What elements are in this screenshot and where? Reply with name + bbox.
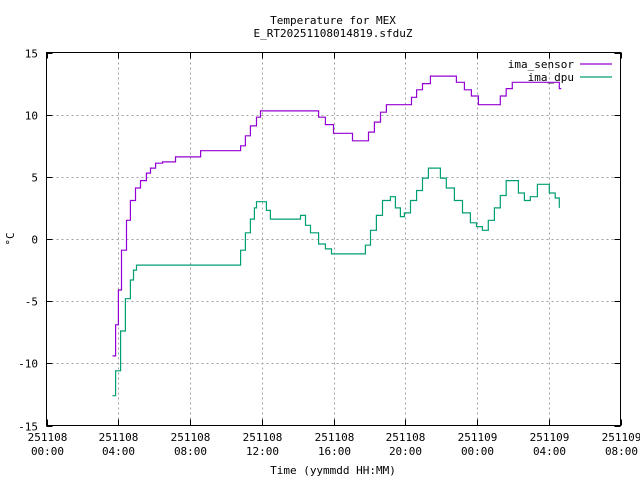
x-tick-label-date: 251108 [315, 431, 355, 444]
x-tick-label-time: 08:00 [174, 445, 207, 458]
x-tick-label-date: 251109 [530, 431, 570, 444]
legend-label: ima_sensor [508, 58, 575, 71]
legend-label: ima_dpu [528, 71, 574, 84]
y-tick-label: -5 [25, 296, 38, 309]
x-axis-label: Time (yymmdd HH:MM) [270, 464, 396, 477]
x-tick-label-date: 251108 [99, 431, 139, 444]
x-tick-label-date: 251108 [386, 431, 426, 444]
chart-subtitle: E_RT20251108014819.sfduZ [254, 27, 413, 40]
series-line-ima-sensor [112, 75, 562, 357]
y-tick-label: 0 [31, 234, 38, 247]
y-tick-label: 5 [31, 172, 38, 185]
x-tick-label-time: 20:00 [389, 445, 422, 458]
x-tick-label-date: 251108 [243, 431, 283, 444]
y-tick-label: -10 [18, 358, 38, 371]
x-tick-label-time: 00:00 [461, 445, 494, 458]
series-line-ima-dpu [112, 167, 560, 397]
y-tick-label: -15 [18, 421, 38, 434]
x-tick-label-time: 16:00 [318, 445, 351, 458]
x-tick-label-date: 251109 [458, 431, 498, 444]
y-tick-label: 15 [25, 48, 38, 61]
x-tick-label-date: 251108 [28, 431, 68, 444]
x-tick-label-date: 251108 [171, 431, 211, 444]
plot-frame [46, 52, 621, 426]
x-tick-label-time: 04:00 [102, 445, 135, 458]
x-tick-label-time: 00:00 [31, 445, 64, 458]
x-tick-label-time: 04:00 [533, 445, 566, 458]
chart-title: Temperature for MEX [270, 14, 396, 27]
x-tick-label-time: 08:00 [605, 445, 638, 458]
y-tick-label: 10 [25, 110, 38, 123]
y-axis-label: °C [4, 232, 17, 245]
x-tick-label-date: 251109 [602, 431, 640, 444]
x-tick-label-time: 12:00 [246, 445, 279, 458]
